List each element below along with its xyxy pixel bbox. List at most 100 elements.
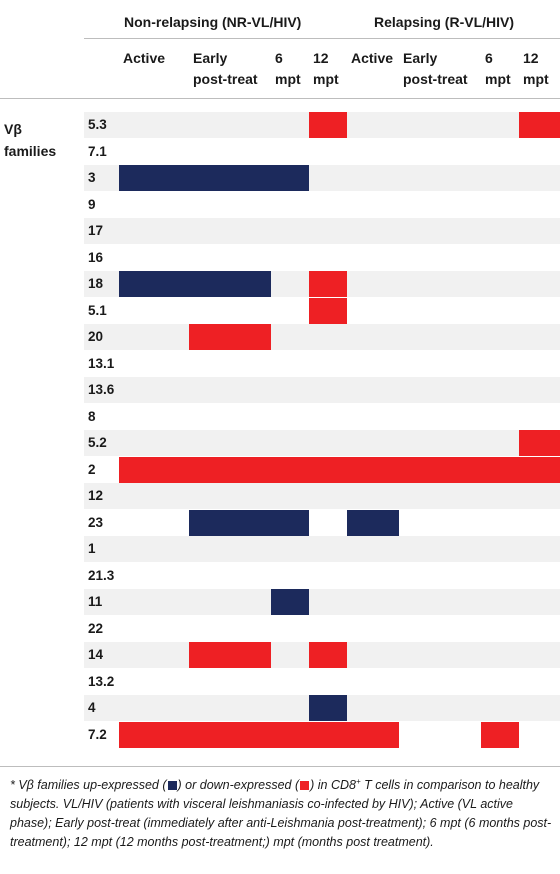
row-label: 13.6 — [88, 382, 115, 397]
up-expressed-cell — [519, 430, 560, 456]
column-header-rule — [0, 98, 560, 99]
column-header-6: Early post-treat — [403, 48, 468, 90]
row-header: Vβ families — [4, 118, 56, 162]
up-expressed-cell — [309, 112, 347, 138]
up-expressed-cell — [309, 642, 347, 668]
row-label: 20 — [88, 329, 104, 344]
down-expressed-cell — [189, 165, 271, 191]
column-header-line: 6 — [485, 50, 493, 66]
row-header-line1: Vβ — [4, 121, 22, 137]
row-label: 18 — [88, 276, 104, 291]
row-stripe — [84, 377, 560, 403]
row-label: 5.1 — [88, 302, 107, 318]
column-header-7: 6 mpt — [485, 48, 511, 90]
row-stripe — [84, 589, 560, 615]
down-expressed-cell — [271, 165, 309, 191]
up-expressed-cell — [119, 456, 189, 483]
row-label: 5.3 — [88, 117, 107, 132]
row-label: 13.2 — [88, 673, 115, 689]
up-expressed-cell — [119, 721, 189, 748]
footnote-part-4: T cells in comparison to healthy subject… — [10, 778, 552, 850]
column-header-line: 12 — [313, 50, 329, 66]
row-label: 2 — [88, 461, 96, 477]
row-header-line2: families — [4, 143, 57, 159]
row-label: 17 — [88, 223, 104, 238]
row-label: 13.1 — [88, 355, 115, 371]
table-bottom-rule — [0, 766, 560, 767]
down-expressed-cell — [119, 165, 189, 191]
column-header-8: 12 mpt — [523, 48, 549, 90]
group-header-relapsing: Relapsing (R-VL/HIV) — [374, 14, 515, 30]
up-expressed-cell — [309, 721, 347, 748]
up-expressed-cell — [399, 456, 481, 483]
footnote-part-1: Vβ families up-expressed ( — [14, 778, 167, 793]
row-stripe — [84, 218, 560, 244]
column-header-2: Early post-treat — [193, 48, 258, 90]
row-label: 7.2 — [88, 726, 107, 742]
up-expressed-cell — [481, 721, 519, 748]
down-expressed-cell — [271, 589, 309, 615]
up-expressed-cell — [519, 456, 560, 483]
row-label: 23 — [88, 514, 104, 530]
up-expressed-cell — [189, 456, 271, 483]
column-header-line: Early — [403, 50, 438, 66]
up-expressed-cell — [271, 721, 309, 748]
column-header-line: Active — [123, 50, 166, 66]
down-expressed-cell — [189, 271, 271, 297]
group-header-non-relapsing: Non-relapsing (NR-VL/HIV) — [124, 14, 302, 30]
up-swatch-icon — [299, 780, 311, 792]
up-expressed-cell — [309, 456, 347, 483]
down-expressed-cell — [347, 509, 399, 536]
row-label: 9 — [88, 196, 96, 212]
down-expressed-cell — [119, 271, 189, 297]
row-label: 1 — [88, 541, 96, 556]
up-expressed-cell — [347, 456, 399, 483]
column-header-3: 6 mpt — [275, 48, 301, 90]
column-header-line: post-treat — [193, 71, 258, 87]
column-header-4: 12 mpt — [313, 48, 339, 90]
up-expressed-cell — [309, 271, 347, 297]
column-header-1: Active — [123, 48, 165, 69]
column-header-line: Active — [351, 50, 394, 66]
row-stripe — [84, 536, 560, 562]
column-header-line: 12 — [523, 50, 539, 66]
up-expressed-cell — [347, 721, 399, 748]
column-header-line: mpt — [523, 71, 549, 87]
up-expressed-cell — [189, 721, 271, 748]
footnote-part-2: ) or down-expressed ( — [177, 778, 300, 793]
row-label: 22 — [88, 620, 104, 636]
column-header-line: mpt — [313, 71, 339, 87]
down-expressed-cell — [189, 509, 271, 536]
row-label: 4 — [88, 700, 96, 715]
footnote-star: * — [10, 778, 15, 793]
footnote: * Vβ families up-expressed ( ) or down-ex… — [10, 772, 555, 852]
up-expressed-cell — [189, 324, 271, 350]
row-stripe — [84, 483, 560, 509]
row-label: 12 — [88, 488, 104, 503]
row-stripe — [84, 430, 560, 456]
row-label: 7.1 — [88, 143, 107, 159]
down-swatch-icon — [166, 780, 178, 792]
row-label: 11 — [88, 594, 103, 609]
column-header-line: Early — [193, 50, 228, 66]
row-label: 21.3 — [88, 567, 115, 583]
column-header-line: 6 — [275, 50, 283, 66]
row-label: 5.2 — [88, 435, 107, 450]
row-label: 14 — [88, 647, 104, 662]
up-expressed-cell — [189, 642, 271, 668]
row-label: 3 — [88, 170, 96, 185]
column-header-line: post-treat — [403, 71, 468, 87]
row-label: 8 — [88, 408, 96, 424]
column-header-5: Active — [351, 48, 393, 69]
column-header-line: mpt — [275, 71, 301, 87]
row-stripe — [84, 324, 560, 350]
footnote-part-3: ) in CD8 — [310, 778, 356, 793]
down-expressed-cell — [271, 509, 309, 536]
column-header-line: mpt — [485, 71, 511, 87]
up-expressed-cell — [519, 112, 560, 138]
up-expressed-cell — [271, 456, 309, 483]
down-expressed-cell — [309, 695, 347, 721]
row-label: 16 — [88, 249, 104, 265]
group-header-rule — [84, 38, 560, 39]
up-expressed-cell — [309, 297, 347, 324]
